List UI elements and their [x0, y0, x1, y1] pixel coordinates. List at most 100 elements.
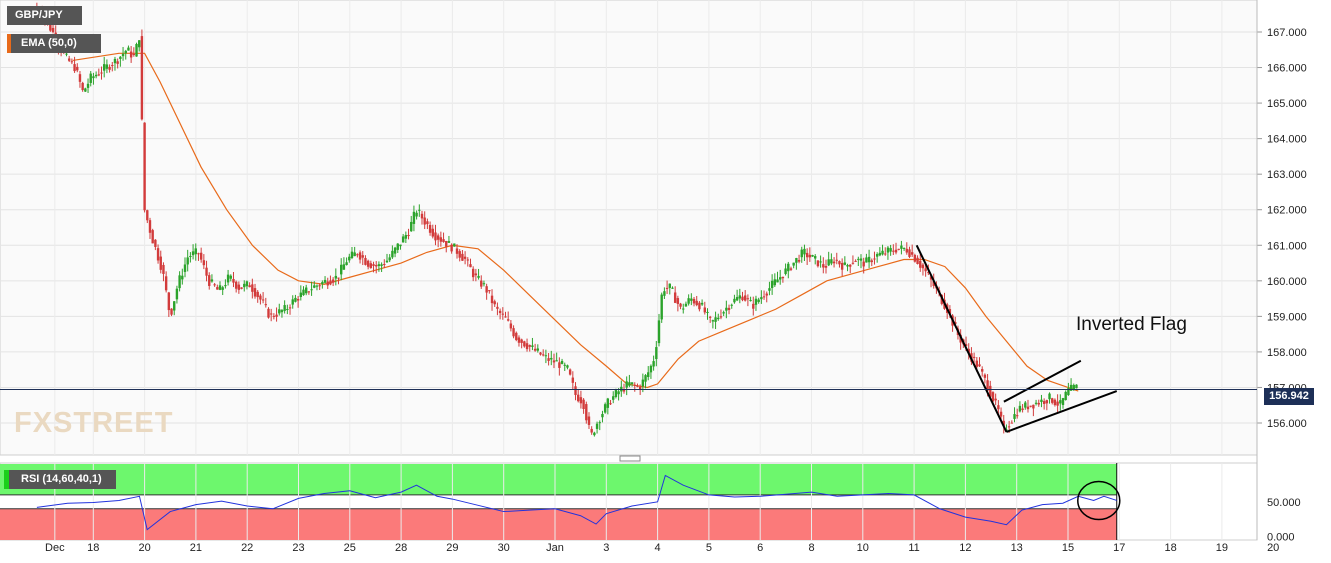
- candle-body: [827, 259, 830, 266]
- symbol-label: GBP/JPY: [7, 6, 82, 25]
- candle-body: [194, 248, 197, 255]
- candle-body: [593, 432, 596, 436]
- candle-body: [638, 386, 642, 390]
- candle-body: [183, 264, 187, 272]
- candle-body: [407, 234, 410, 237]
- candle-body: [76, 66, 79, 71]
- candle-body: [528, 345, 531, 347]
- candle-body: [606, 398, 610, 408]
- candle-body: [633, 384, 636, 386]
- candle-body: [679, 303, 682, 307]
- candle-body: [477, 275, 480, 278]
- candle-body: [975, 360, 979, 367]
- rsi-annotation-circle: [1077, 480, 1121, 521]
- y-tick-label: 160.000: [1267, 276, 1307, 288]
- candle-body: [1032, 404, 1035, 409]
- candle-body: [51, 27, 55, 33]
- candle-body: [197, 253, 200, 255]
- candle-body: [663, 291, 666, 296]
- candle-body: [560, 360, 564, 364]
- y-tick-label: 156.000: [1267, 418, 1307, 430]
- candle-body: [167, 292, 171, 311]
- candle-body: [154, 239, 157, 247]
- candle-body: [1075, 384, 1078, 389]
- candle-body: [851, 262, 855, 264]
- candle-body: [919, 260, 922, 268]
- candle-body: [318, 285, 321, 287]
- candle-body: [873, 258, 876, 260]
- flag-trendline: [1006, 390, 1118, 433]
- candle-body: [787, 263, 790, 272]
- candle-body: [708, 316, 712, 318]
- candle-body: [1024, 402, 1027, 408]
- candle-body: [819, 261, 822, 263]
- candle-body: [757, 299, 760, 302]
- candle-body: [655, 347, 658, 360]
- candle-body: [865, 257, 868, 263]
- candle-body: [609, 403, 612, 405]
- candle-body: [396, 243, 399, 250]
- candle-body: [199, 252, 203, 260]
- candle-body: [1021, 408, 1024, 410]
- candle-body: [213, 284, 216, 286]
- candle-body: [910, 252, 914, 255]
- candle-body: [515, 332, 518, 341]
- candle-body: [121, 53, 125, 57]
- pattern-annotation: Inverted Flag: [1076, 314, 1187, 335]
- rsi-neutral-zone: [0, 494, 1117, 509]
- candle-body: [208, 275, 211, 286]
- candle-body: [436, 235, 440, 240]
- candle-body: [577, 394, 580, 402]
- candle-body: [504, 316, 507, 318]
- x-tick-label: 29: [446, 542, 458, 554]
- candle-body: [948, 309, 952, 314]
- candle-body: [700, 302, 704, 305]
- candle-body: [210, 279, 214, 282]
- candle-body: [1067, 388, 1070, 396]
- candle-body: [124, 50, 127, 54]
- candle-body: [531, 345, 534, 347]
- candle-body: [116, 61, 119, 64]
- candle-body: [544, 355, 548, 357]
- x-tick-label: Dec: [45, 542, 65, 554]
- candle-body: [256, 291, 259, 298]
- candle-body: [218, 285, 222, 290]
- candle-body: [1048, 393, 1051, 400]
- candle-body: [981, 369, 984, 372]
- candle-body: [399, 244, 402, 247]
- candle-body: [733, 298, 736, 303]
- candle-body: [226, 274, 230, 283]
- candle-body: [579, 397, 583, 404]
- candle-body: [375, 265, 378, 267]
- candle-body: [342, 264, 346, 270]
- candle-body: [590, 428, 593, 433]
- candle-body: [288, 307, 292, 309]
- candle-body: [1029, 405, 1032, 407]
- candle-body: [388, 257, 391, 261]
- candle-body: [73, 64, 76, 72]
- rsi-text: RSI (14,60,40,1): [21, 473, 102, 485]
- rsi-overbought-zone: [0, 464, 1117, 495]
- candle-body: [369, 263, 373, 269]
- y-tick-label: 164.000: [1267, 134, 1307, 146]
- candle-body: [582, 399, 585, 409]
- candle-body: [129, 51, 133, 58]
- candle-body: [927, 272, 930, 274]
- candle-body: [447, 241, 451, 243]
- candle-body: [897, 248, 900, 250]
- rsi-oversold-zone: [0, 508, 1117, 540]
- rsi-label: RSI (14,60,40,1): [4, 470, 116, 489]
- candle-body: [964, 344, 968, 347]
- candle-body: [1040, 399, 1043, 402]
- candle-body: [746, 298, 750, 300]
- candle-body: [913, 254, 917, 262]
- candle-body: [334, 275, 338, 279]
- candle-body: [415, 212, 418, 217]
- candle-body: [719, 316, 723, 318]
- candle-body: [216, 287, 219, 290]
- x-tick-label: 21: [190, 542, 202, 554]
- candle-body: [894, 249, 898, 253]
- candle-body: [800, 249, 803, 258]
- candle-body: [735, 297, 739, 301]
- candle-body: [706, 311, 709, 313]
